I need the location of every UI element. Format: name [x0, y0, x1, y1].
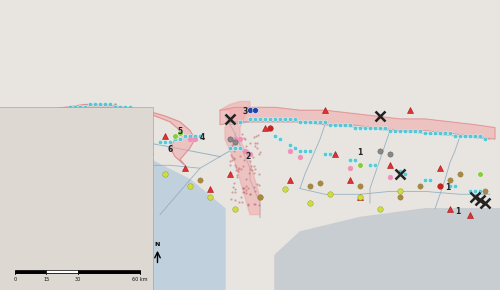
Text: N: N	[155, 242, 160, 246]
Bar	[15, 270, 46, 273]
Text: 30: 30	[74, 277, 80, 282]
Text: 15: 15	[43, 277, 50, 282]
Polygon shape	[220, 107, 495, 139]
Text: 1: 1	[445, 182, 450, 192]
Text: 1: 1	[358, 148, 362, 157]
Polygon shape	[10, 104, 195, 165]
FancyBboxPatch shape	[0, 107, 152, 290]
Text: 3: 3	[242, 107, 248, 116]
Text: 6: 6	[168, 145, 172, 154]
Polygon shape	[0, 145, 225, 290]
Bar	[46, 270, 78, 273]
Text: 0: 0	[14, 277, 16, 282]
Polygon shape	[275, 209, 500, 290]
Text: 60 km: 60 km	[132, 277, 148, 282]
Text: 1: 1	[455, 207, 460, 216]
Text: 5: 5	[178, 127, 182, 137]
Text: 4: 4	[200, 133, 205, 142]
Text: 2: 2	[245, 152, 250, 161]
Text: 7: 7	[62, 111, 68, 121]
Bar	[78, 270, 140, 273]
Polygon shape	[220, 102, 260, 215]
